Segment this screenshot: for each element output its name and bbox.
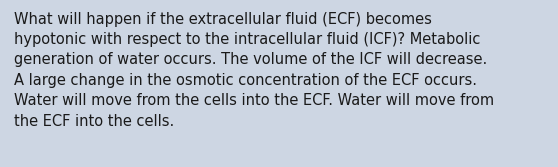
Text: What will happen if the extracellular fluid (ECF) becomes
hypotonic with respect: What will happen if the extracellular fl… — [14, 12, 494, 129]
